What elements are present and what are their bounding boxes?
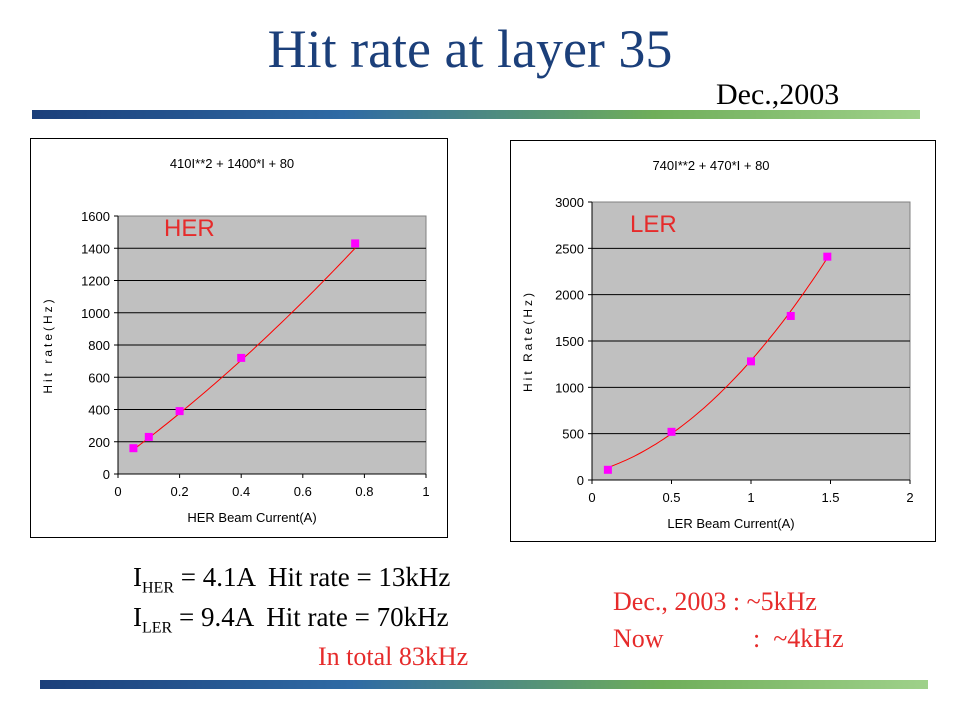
- chart-title: 740I**2 + 470*I + 80: [652, 158, 769, 173]
- x-tick-label: 0: [114, 484, 121, 499]
- data-point: [667, 427, 676, 436]
- her-current-line: IHER = 4.1A Hit rate = 13kHz: [133, 562, 450, 597]
- data-point: [786, 311, 795, 320]
- y-tick-label: 0: [103, 467, 110, 482]
- y-tick-label: 1000: [81, 306, 110, 321]
- x-tick-label: 1.5: [821, 490, 839, 505]
- y-tick-label: 600: [88, 370, 110, 385]
- bottom-divider: [40, 680, 928, 689]
- y-tick-label: 1500: [555, 334, 584, 349]
- y-tick-label: 1400: [81, 241, 110, 256]
- top-divider: [32, 110, 920, 119]
- y-tick-label: 1000: [555, 380, 584, 395]
- data-point: [237, 353, 246, 362]
- data-point: [823, 252, 832, 261]
- total-rate: In total 83kHz: [318, 642, 469, 671]
- y-axis-title: Hit Rate(Hz): [521, 290, 535, 392]
- y-axis-title: Hit rate(Hz): [41, 296, 55, 393]
- data-point: [129, 444, 138, 453]
- x-tick-label: 1: [422, 484, 429, 499]
- y-tick-label: 200: [88, 435, 110, 450]
- x-tick-label: 0.5: [662, 490, 680, 505]
- her-current-text: = 4.1A Hit rate = 13kHz: [174, 562, 451, 592]
- ler-current-text: = 9.4A Hit rate = 70kHz: [172, 602, 449, 632]
- x-tick-label: 0.8: [355, 484, 373, 499]
- y-tick-label: 800: [88, 338, 110, 353]
- slide-title: Hit rate at layer 35: [267, 19, 673, 79]
- x-axis-title: LER Beam Current(A): [667, 516, 794, 531]
- y-tick-label: 1200: [81, 274, 110, 289]
- data-point: [144, 432, 153, 441]
- y-tick-label: 400: [88, 403, 110, 418]
- data-point: [603, 465, 612, 474]
- ler-current-symbol: I: [133, 602, 142, 632]
- y-tick-label: 2500: [555, 241, 584, 256]
- x-tick-label: 0.4: [232, 484, 250, 499]
- y-tick-label: 0: [577, 473, 584, 488]
- now-rate-value: : ~4kHz: [753, 624, 844, 653]
- y-tick-label: 2000: [555, 288, 584, 303]
- data-point: [351, 239, 360, 248]
- her-current-symbol: I: [133, 562, 142, 592]
- x-tick-label: 1: [747, 490, 754, 505]
- dec-2003-rate: Dec., 2003 : ~5kHz: [613, 587, 817, 616]
- chart-title: 410I**2 + 1400*I + 80: [170, 156, 294, 171]
- fit-curve: [607, 252, 831, 468]
- ler-current-subscript: LER: [142, 619, 173, 637]
- her-current-subscript: HER: [142, 579, 174, 597]
- now-rate-label: Now: [613, 624, 664, 653]
- series-label: LER: [630, 211, 677, 238]
- series-label: HER: [164, 215, 215, 242]
- y-tick-label: 500: [562, 427, 584, 442]
- ler-chart: 0 500 1000 1500 2000 2500 3000 0 0.5 1 1.5 2 740I**2…: [510, 140, 936, 542]
- y-tick-label: 3000: [555, 195, 584, 210]
- x-tick-label: 0: [588, 490, 595, 505]
- y-tick-label: 1600: [81, 209, 110, 224]
- x-axis-title: HER Beam Current(A): [187, 510, 316, 525]
- x-tick-label: 0.6: [294, 484, 312, 499]
- x-tick-label: 0.2: [171, 484, 189, 499]
- her-chart: 0 200 400 600 800 1000 1200 1400 1600 0 0.2 0.4 0.6 0…: [30, 138, 448, 538]
- x-tick-label: 2: [906, 490, 913, 505]
- data-point: [747, 357, 755, 366]
- slide-date: Dec.,2003: [716, 78, 840, 111]
- data-point: [175, 407, 184, 416]
- ler-current-line: ILER = 9.4A Hit rate = 70kHz: [133, 602, 449, 637]
